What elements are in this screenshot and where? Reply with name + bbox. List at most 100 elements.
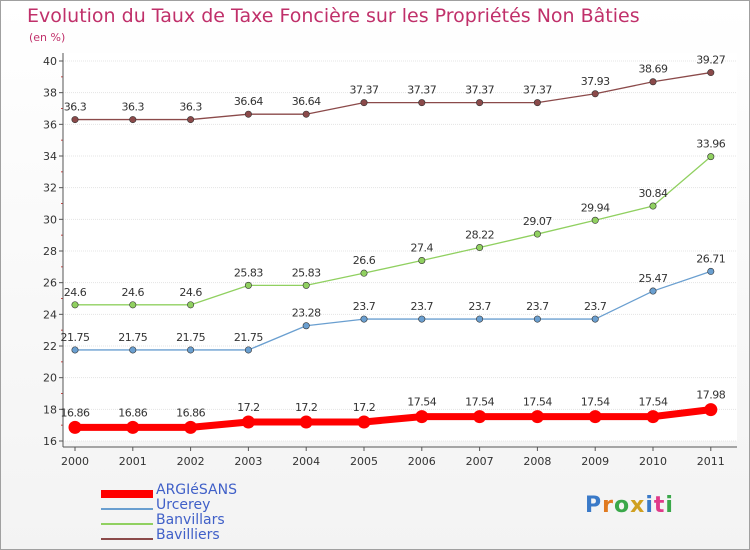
data-point-banvillars bbox=[418, 256, 426, 264]
data-point-banvillars bbox=[129, 301, 137, 309]
data-label-argisans: 17.98 bbox=[696, 389, 725, 402]
x-tick-label: 2001 bbox=[119, 455, 147, 468]
y-tick-label: 28 bbox=[43, 245, 57, 258]
logo-letter: o bbox=[613, 493, 631, 518]
data-label-argisans: 17.2 bbox=[295, 401, 318, 414]
x-tick-label: 2000 bbox=[61, 455, 89, 468]
y-tick-label: 30 bbox=[43, 213, 57, 226]
data-point-urcerey bbox=[418, 315, 426, 323]
data-point-argisans bbox=[588, 410, 602, 424]
x-tick-label: 2007 bbox=[466, 455, 494, 468]
x-tick-label: 2009 bbox=[581, 455, 609, 468]
data-point-argisans bbox=[704, 403, 718, 417]
logo-letter: t bbox=[653, 493, 666, 518]
data-point-urcerey bbox=[649, 287, 657, 295]
legend-label-banvillars: Banvillars bbox=[156, 512, 225, 528]
data-point-argisans bbox=[68, 420, 82, 434]
data-label-bavilliers: 37.37 bbox=[407, 84, 436, 97]
data-point-banvillars bbox=[476, 244, 484, 252]
data-label-urcerey: 23.7 bbox=[584, 300, 607, 313]
data-point-argisans bbox=[530, 410, 544, 424]
data-point-banvillars bbox=[360, 269, 368, 277]
x-tick-label: 2006 bbox=[408, 455, 436, 468]
logo-letter: i bbox=[665, 493, 674, 518]
data-label-bavilliers: 38.69 bbox=[639, 63, 668, 76]
data-label-argisans: 16.86 bbox=[61, 406, 90, 419]
data-label-bavilliers: 36.64 bbox=[292, 95, 321, 108]
logo-letter: r bbox=[602, 493, 614, 518]
data-point-banvillars bbox=[591, 216, 599, 224]
data-label-banvillars: 27.4 bbox=[411, 242, 434, 255]
data-point-urcerey bbox=[302, 322, 310, 330]
y-tick-label: 20 bbox=[43, 372, 57, 385]
data-point-banvillars bbox=[707, 153, 715, 161]
data-label-banvillars: 24.6 bbox=[179, 286, 202, 299]
data-label-urcerey: 23.7 bbox=[526, 300, 549, 313]
data-label-argisans: 16.86 bbox=[176, 406, 205, 419]
data-label-banvillars: 30.84 bbox=[639, 187, 668, 200]
data-label-banvillars: 25.83 bbox=[234, 266, 263, 279]
data-label-bavilliers: 36.3 bbox=[122, 101, 145, 114]
y-tick-label: 26 bbox=[43, 277, 57, 290]
data-point-urcerey bbox=[707, 267, 715, 275]
logo-letter: P bbox=[585, 493, 603, 518]
x-tick-label: 2004 bbox=[292, 455, 320, 468]
data-label-bavilliers: 37.93 bbox=[581, 75, 610, 88]
unit-label: (en %) bbox=[29, 31, 66, 44]
data-point-bavilliers bbox=[476, 99, 484, 107]
data-label-bavilliers: 36.3 bbox=[64, 101, 87, 114]
data-point-urcerey bbox=[71, 346, 79, 354]
data-label-argisans: 17.54 bbox=[523, 396, 552, 409]
data-label-banvillars: 24.6 bbox=[64, 286, 87, 299]
data-label-bavilliers: 36.3 bbox=[179, 101, 202, 114]
data-label-argisans: 17.2 bbox=[237, 401, 260, 414]
data-point-bavilliers bbox=[591, 90, 599, 98]
proxiti-logo: Proxiti bbox=[585, 493, 674, 518]
data-label-urcerey: 23.7 bbox=[411, 300, 434, 313]
y-tick-label: 36 bbox=[43, 118, 57, 131]
data-label-banvillars: 33.96 bbox=[696, 138, 725, 151]
legend-swatch-argiesans bbox=[101, 490, 153, 498]
data-label-urcerey: 23.7 bbox=[468, 300, 491, 313]
data-label-urcerey: 26.71 bbox=[696, 252, 725, 265]
data-point-urcerey bbox=[244, 346, 252, 354]
data-point-bavilliers bbox=[71, 116, 79, 124]
data-label-urcerey: 23.28 bbox=[292, 307, 321, 320]
y-tick-label: 38 bbox=[43, 87, 57, 100]
data-label-bavilliers: 36.64 bbox=[234, 95, 263, 108]
data-point-bavilliers bbox=[360, 99, 368, 107]
data-label-urcerey: 21.75 bbox=[61, 331, 90, 344]
series-line-urcerey bbox=[75, 270, 712, 351]
series-line-banvillars bbox=[75, 156, 712, 306]
data-point-urcerey bbox=[476, 315, 484, 323]
legend-swatch-banvillars bbox=[101, 523, 153, 525]
x-tick-label: 2002 bbox=[177, 455, 205, 468]
data-point-bavilliers bbox=[707, 69, 715, 77]
data-point-argisans bbox=[126, 420, 140, 434]
data-point-bavilliers bbox=[129, 116, 137, 124]
data-label-urcerey: 21.75 bbox=[118, 331, 147, 344]
data-point-banvillars bbox=[71, 301, 79, 309]
data-label-argisans: 17.54 bbox=[465, 396, 494, 409]
x-tick-label: 2008 bbox=[523, 455, 551, 468]
data-label-banvillars: 24.6 bbox=[122, 286, 145, 299]
chart-title: Evolution du Taux de Taxe Foncière sur l… bbox=[27, 5, 640, 27]
x-tick-label: 2010 bbox=[639, 455, 667, 468]
data-label-argisans: 17.54 bbox=[639, 396, 668, 409]
x-tick-label: 2005 bbox=[350, 455, 378, 468]
data-label-bavilliers: 39.27 bbox=[696, 54, 725, 67]
data-label-banvillars: 28.22 bbox=[465, 229, 494, 242]
data-point-urcerey bbox=[533, 315, 541, 323]
legend-swatch-urcerey bbox=[101, 508, 153, 510]
data-point-urcerey bbox=[187, 346, 195, 354]
y-tick-label: 18 bbox=[43, 403, 57, 416]
y-tick-label: 24 bbox=[43, 308, 57, 321]
data-label-urcerey: 25.47 bbox=[639, 272, 668, 285]
data-label-banvillars: 29.07 bbox=[523, 215, 552, 228]
data-point-banvillars bbox=[649, 202, 657, 210]
data-label-urcerey: 23.7 bbox=[353, 300, 376, 313]
y-tick-label: 16 bbox=[43, 435, 57, 448]
data-label-urcerey: 21.75 bbox=[234, 331, 263, 344]
